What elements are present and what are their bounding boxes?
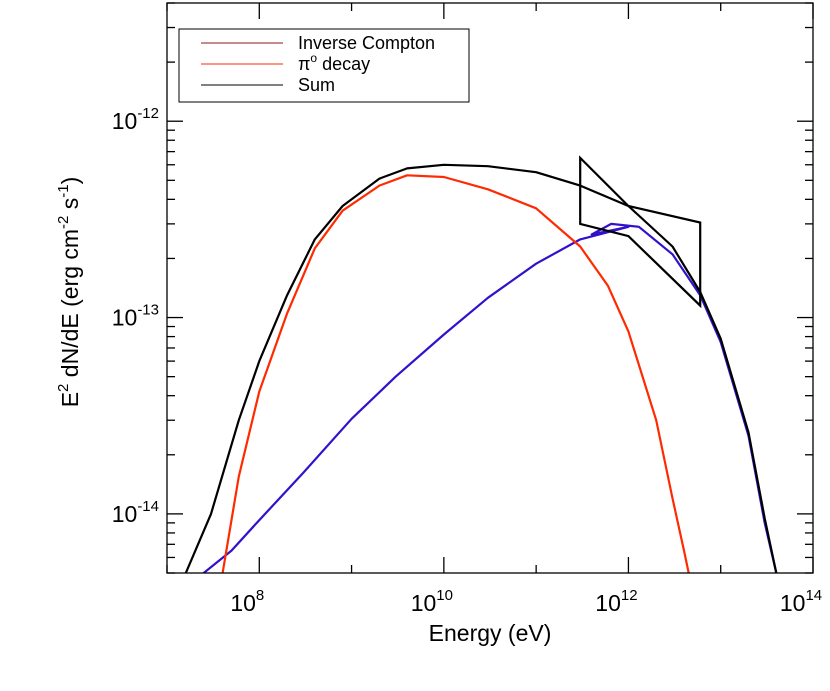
- y-tick-label-1: 10-13: [112, 302, 159, 331]
- plot-frame: [166, 2, 814, 574]
- series-line-0: [203, 222, 778, 573]
- series-line-2: [184, 163, 778, 573]
- x-tick-label-1: 1010: [411, 587, 453, 616]
- y-tick-label-2: 10-12: [112, 105, 159, 134]
- x-tick-label-3: 1014: [780, 587, 822, 616]
- y-tick-label-0: 10-14: [112, 498, 159, 527]
- legend-box: [178, 28, 470, 103]
- x-tick-label-0: 108: [230, 587, 264, 616]
- y-axis-title: E2 dN/dE (erg cm-2 s-1): [55, 177, 83, 408]
- series-line-1: [221, 174, 690, 573]
- axis-titles: Energy (eV) E2 dN/dE (erg cm-2 s-1): [55, 177, 551, 646]
- legend-label-0: Inverse Compton: [298, 33, 435, 53]
- x-axis-title: Energy (eV): [429, 620, 552, 646]
- plot-area: [184, 155, 778, 573]
- legend-label-2: Sum: [298, 75, 335, 95]
- bowtie-butterfly: [579, 155, 702, 309]
- axes: 108 1010 1012 1014 10-14 10-13 10-12: [112, 2, 822, 616]
- legend-label-1: πo decay: [298, 51, 370, 74]
- x-tick-label-2: 1012: [595, 587, 637, 616]
